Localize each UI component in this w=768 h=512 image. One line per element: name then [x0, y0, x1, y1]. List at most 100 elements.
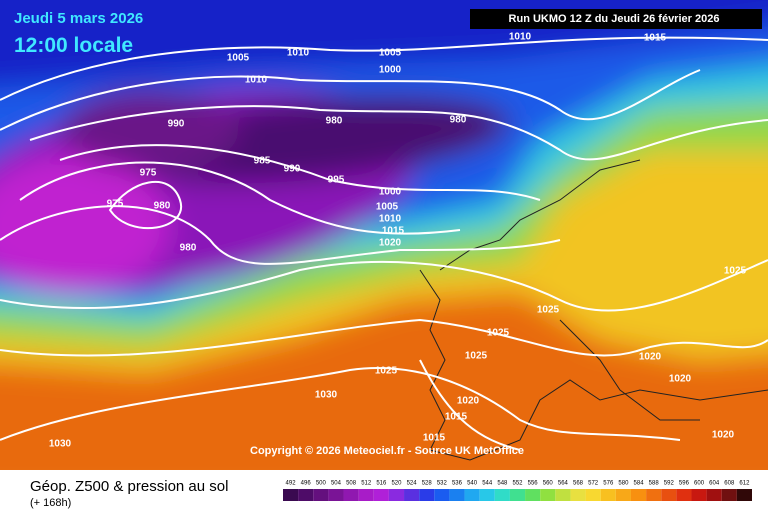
isobar-label: 990 [168, 119, 185, 130]
isobar-label: 1020 [712, 430, 735, 441]
colorbar-label: 600 [694, 481, 705, 487]
isobars [0, 36, 768, 451]
colorbar-label: 512 [361, 481, 372, 487]
colorbar-swatch [585, 489, 601, 501]
isobar-label: 1025 [375, 366, 398, 377]
colorbar-swatch [555, 489, 571, 501]
isobar-label: 1000 [379, 65, 402, 76]
colorbar-swatch [570, 489, 586, 501]
run-info: Run UKMO 12 Z du Jeudi 26 février 2026 [509, 13, 720, 25]
colorbar-label: 572 [588, 481, 599, 487]
colorbar-label: 556 [528, 481, 539, 487]
isobar-label: 1015 [423, 433, 446, 444]
colorbar-swatch [661, 489, 677, 501]
colorbar-swatch [615, 489, 631, 501]
colorbar-label: 500 [316, 481, 327, 487]
isobar-label: 1015 [382, 226, 405, 237]
colorbar-label: 568 [573, 481, 584, 487]
isobar-label: 1025 [487, 328, 510, 339]
colorbar-label: 508 [346, 481, 357, 487]
colorbar-label: 588 [649, 481, 660, 487]
colorbar-label: 548 [497, 481, 508, 487]
isobar-label: 995 [328, 175, 345, 186]
isobar-label: 980 [154, 201, 171, 212]
colorbar-label: 604 [709, 481, 720, 487]
colorbar-swatch [434, 489, 450, 501]
isobar-label: 1010 [379, 214, 402, 225]
colorbar-label: 560 [543, 481, 554, 487]
colorbar-label: 564 [558, 481, 569, 487]
isobar-label: 975 [107, 199, 124, 210]
isobar-label: 1020 [379, 238, 402, 249]
colorbar-swatch [328, 489, 344, 501]
colorbar-label: 612 [739, 481, 750, 487]
colorbar-swatch [646, 489, 662, 501]
isobar-label: 980 [326, 116, 343, 127]
colorbar-swatch [525, 489, 541, 501]
colorbar-label: 580 [618, 481, 629, 487]
isobar-label: 1000 [379, 187, 402, 198]
colorbar-swatch [706, 489, 722, 501]
colorbar-swatch [388, 489, 405, 501]
valid-date: Jeudi 5 mars 2026 [14, 10, 143, 27]
colorbar-swatch [404, 489, 420, 501]
colorbar-label: 608 [724, 481, 735, 487]
colorbar-label: 492 [286, 481, 297, 487]
colorbar-label: 544 [482, 481, 493, 487]
isobar-label: 1005 [379, 48, 402, 59]
colorbar-swatch [313, 489, 329, 501]
colorbar-label: 592 [664, 481, 675, 487]
colorbar-swatch [419, 489, 435, 501]
colorbar-swatch [676, 489, 692, 501]
colorbar-swatch [600, 489, 616, 501]
colorbar-label: 496 [301, 481, 312, 487]
isobar-label: 1010 [509, 32, 532, 43]
colorbar-label: 596 [679, 481, 690, 487]
colorbar-label: 520 [391, 481, 402, 487]
colorbar-label: 536 [452, 481, 463, 487]
colorbar-swatch [479, 489, 495, 501]
isobar-label: 1030 [315, 390, 338, 401]
isobar-label: 980 [450, 115, 467, 126]
colorbar-swatch [494, 489, 510, 501]
colorbar-label: 576 [603, 481, 614, 487]
colorbar-swatch [736, 489, 752, 501]
isobar-label: 1025 [537, 305, 560, 316]
run-box [470, 9, 762, 29]
isobar-label: 1005 [376, 202, 399, 213]
colorbar-swatch [509, 489, 526, 501]
colorbar-swatch [358, 489, 374, 501]
isobar-label: 1025 [465, 351, 488, 362]
isobar-label: 1010 [287, 48, 310, 59]
colorbar-swatch [691, 489, 707, 501]
isobar-label: 1010 [245, 75, 268, 86]
colorbar-label: 528 [422, 481, 433, 487]
isobar-label: 1025 [724, 266, 747, 277]
colorbar-swatch [540, 489, 556, 501]
isobar-label: 990 [284, 164, 301, 175]
isobar-label: 1015 [445, 412, 468, 423]
colorbar-label: 584 [634, 481, 645, 487]
valid-time: 12:00 locale [14, 34, 133, 57]
copyright: Copyright © 2026 Meteociel.fr - Source U… [250, 445, 524, 457]
colorbar-label: 504 [331, 481, 342, 487]
lead-time: (+ 168h) [30, 497, 71, 509]
colorbar-label: 552 [512, 481, 523, 487]
colorbar-swatch [721, 489, 737, 501]
colorbar-swatch [298, 489, 314, 501]
colorbar-swatch [449, 489, 465, 501]
colorbar-label: 532 [437, 481, 448, 487]
isobar-label: 985 [254, 156, 271, 167]
isobar-label: 1030 [49, 439, 72, 450]
product-title: Géop. Z500 & pression au sol [30, 478, 228, 495]
colorbar-label: 524 [407, 481, 418, 487]
colorbar-swatch [464, 489, 480, 501]
isobar-label: 1015 [644, 33, 667, 44]
isobar-label: 975 [140, 168, 157, 179]
isobar-label: 1005 [227, 53, 250, 64]
colorbar-label: 540 [467, 481, 478, 487]
colorbar-label: 516 [376, 481, 387, 487]
colorbar-swatch [283, 489, 299, 501]
